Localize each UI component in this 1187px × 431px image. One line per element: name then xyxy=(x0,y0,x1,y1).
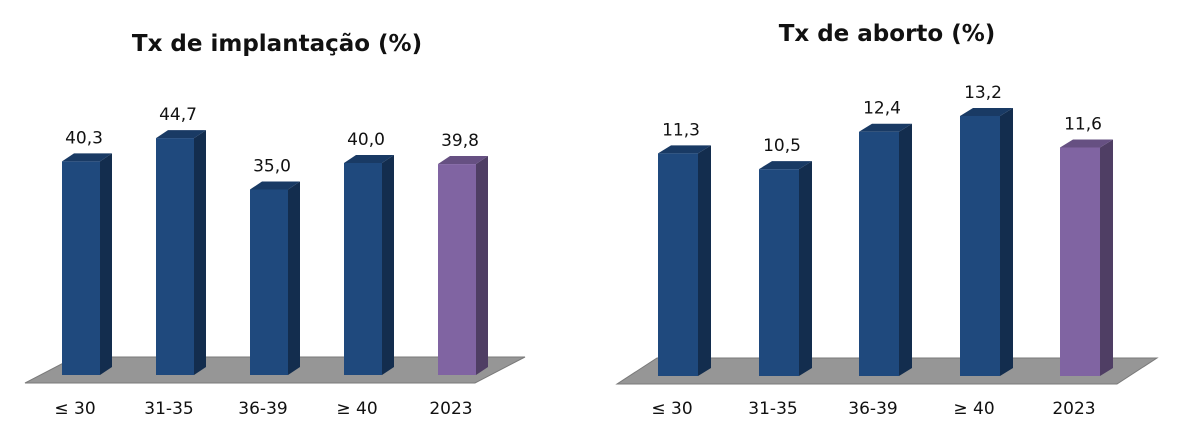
bar-side xyxy=(194,130,206,375)
bar xyxy=(438,164,476,375)
bar-side xyxy=(382,155,394,375)
chart-0: 40,3 ≤ 30 44,7 31-35 35,0 36-39 40,0 ≥ 40 39,8 20… xyxy=(24,105,526,419)
bar-side xyxy=(799,161,812,376)
bar xyxy=(156,138,194,375)
bar xyxy=(250,189,288,375)
bar-top xyxy=(250,181,300,190)
data-label: 12,4 xyxy=(863,99,901,119)
bar xyxy=(759,169,799,376)
bar-top xyxy=(759,161,812,170)
data-label: 11,3 xyxy=(662,120,700,140)
bar-side xyxy=(698,145,711,376)
chart-title-implantacao: Tx de implantação (%) xyxy=(132,31,422,57)
bar-top xyxy=(859,123,912,132)
bar xyxy=(960,115,1000,377)
data-label: 39,8 xyxy=(441,131,479,151)
data-label: 40,3 xyxy=(65,128,103,148)
bar-top xyxy=(156,130,206,139)
category-label: ≤ 30 xyxy=(54,399,95,419)
bar xyxy=(1060,147,1100,376)
category-label: 2023 xyxy=(429,399,472,419)
bar xyxy=(62,161,100,375)
category-label: 31-35 xyxy=(748,399,797,419)
bar-side xyxy=(476,156,488,375)
category-label: ≥ 40 xyxy=(336,399,377,419)
bar-side xyxy=(1000,107,1013,377)
data-label: 10,5 xyxy=(763,136,801,156)
category-label: ≤ 30 xyxy=(651,399,692,419)
data-label: 35,0 xyxy=(253,157,291,177)
bar-side xyxy=(1100,139,1113,376)
bar xyxy=(658,153,698,376)
category-label: 2023 xyxy=(1052,399,1095,419)
bar xyxy=(859,131,899,376)
bar-top xyxy=(62,153,112,162)
bar xyxy=(344,163,382,375)
bar-top xyxy=(658,145,711,154)
chart-title-aborto: Tx de aborto (%) xyxy=(779,21,996,47)
bar-top xyxy=(1060,139,1113,148)
category-label: 31-35 xyxy=(144,399,193,419)
chart-1: 11,3 ≤ 30 10,5 31-35 12,4 36-39 13,2 ≥ 40 11,6 20… xyxy=(615,83,1159,419)
bar-top xyxy=(960,107,1013,116)
data-label: 40,0 xyxy=(347,130,385,150)
data-label: 13,2 xyxy=(964,83,1002,103)
data-label: 44,7 xyxy=(159,105,197,125)
category-label: 36-39 xyxy=(238,399,287,419)
bar-side xyxy=(288,181,300,375)
bar-side xyxy=(899,123,912,376)
category-label: 36-39 xyxy=(848,399,897,419)
bar-top xyxy=(344,155,394,163)
category-label: ≥ 40 xyxy=(953,399,994,419)
bar-top xyxy=(438,156,488,165)
data-label: 11,6 xyxy=(1064,114,1102,134)
bar-side xyxy=(100,153,112,375)
